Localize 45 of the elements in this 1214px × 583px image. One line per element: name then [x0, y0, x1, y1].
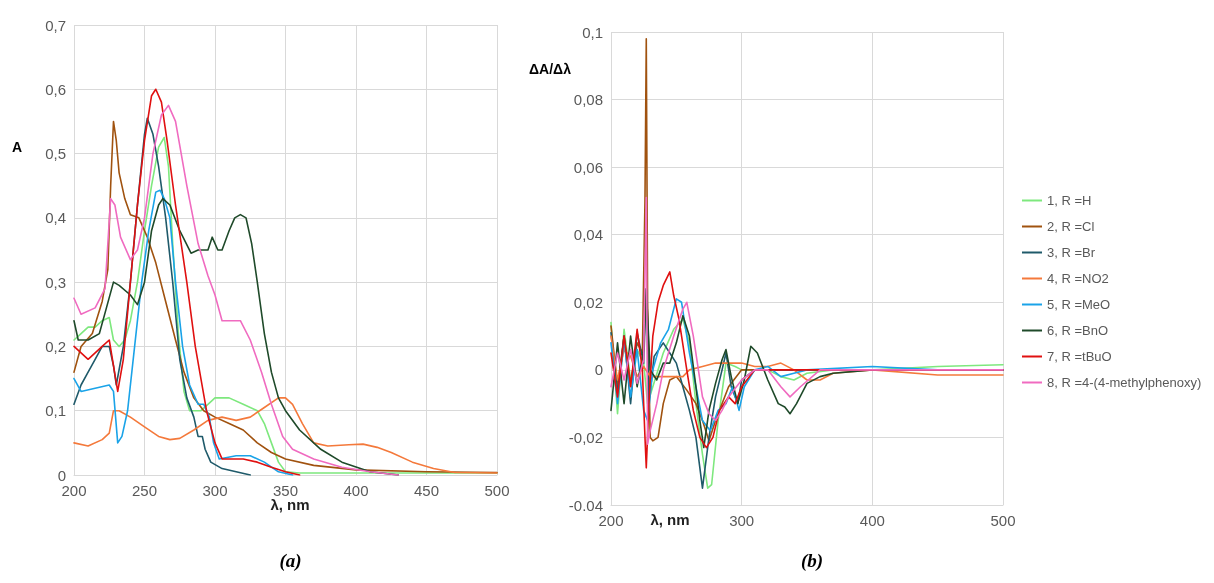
y-tick-label: 0,08	[573, 91, 603, 109]
y-tick-label: 0,3	[45, 273, 66, 291]
legend-label: 5, R =MeO	[1047, 297, 1111, 312]
legend-label: 3, R =Br	[1047, 245, 1096, 260]
x-tick-label: 350	[272, 482, 299, 499]
y-tick-label: 0,1	[45, 402, 66, 420]
line-series	[73, 189, 294, 476]
legend-label: 4, R =NO2	[1047, 271, 1109, 286]
y-tick-label: 0,1	[582, 23, 603, 41]
y-tick-label: 0	[594, 361, 603, 379]
text: (a)	[279, 550, 302, 572]
y-tick-label: -0.04	[568, 496, 603, 514]
y-tick-label: 0	[57, 466, 66, 484]
line-series	[73, 88, 301, 476]
legend-label: 8, R =4-(4-methylphenoxy)	[1047, 375, 1202, 390]
y-tick-label: 0,02	[573, 293, 603, 311]
legend-label: 2, R =Cl	[1047, 219, 1095, 234]
x-axis-title: λ, nm	[650, 511, 690, 528]
y-tick-label: 0,7	[45, 16, 66, 34]
y-axis-title: ΔA/Δλ	[529, 61, 572, 77]
legend-label: 1, R =H	[1047, 193, 1092, 208]
x-tick-label: 400	[343, 482, 369, 499]
legend-label: 6, R =BnO	[1047, 323, 1109, 338]
y-tick-label: 0,06	[573, 158, 603, 176]
text: (b)	[800, 550, 824, 572]
legend-label: 7, R =tBuO	[1047, 349, 1112, 364]
y-tick-label: 0,6	[45, 80, 66, 98]
y-tick-label: 0,04	[573, 226, 603, 244]
x-tick-label: 200	[598, 512, 624, 529]
x-tick-label: 450	[413, 482, 440, 499]
x-tick-label: 300	[729, 512, 755, 529]
y-tick-label: 0,2	[45, 337, 66, 355]
x-axis-title: λ, nm	[270, 496, 310, 513]
y-axis-title: A	[12, 139, 23, 155]
y-tick-label: -0,02	[568, 428, 603, 446]
y-tick-label: 0,4	[45, 209, 66, 227]
line-series	[610, 196, 1004, 445]
x-tick-label: 500	[484, 482, 510, 499]
x-tick-label: 200	[61, 482, 87, 499]
x-tick-label: 500	[990, 512, 1016, 529]
x-tick-label: 300	[202, 482, 228, 499]
x-tick-label: 400	[859, 512, 885, 529]
line-series	[73, 104, 400, 476]
x-tick-label: 250	[131, 482, 158, 499]
y-tick-label: 0,5	[45, 145, 66, 163]
